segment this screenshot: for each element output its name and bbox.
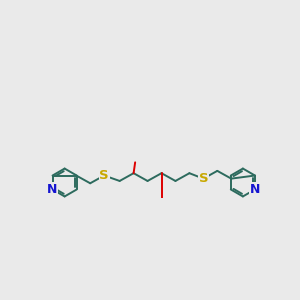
Text: S: S bbox=[99, 169, 109, 182]
Text: N: N bbox=[250, 183, 260, 196]
Text: S: S bbox=[199, 172, 208, 185]
Text: N: N bbox=[47, 183, 58, 196]
